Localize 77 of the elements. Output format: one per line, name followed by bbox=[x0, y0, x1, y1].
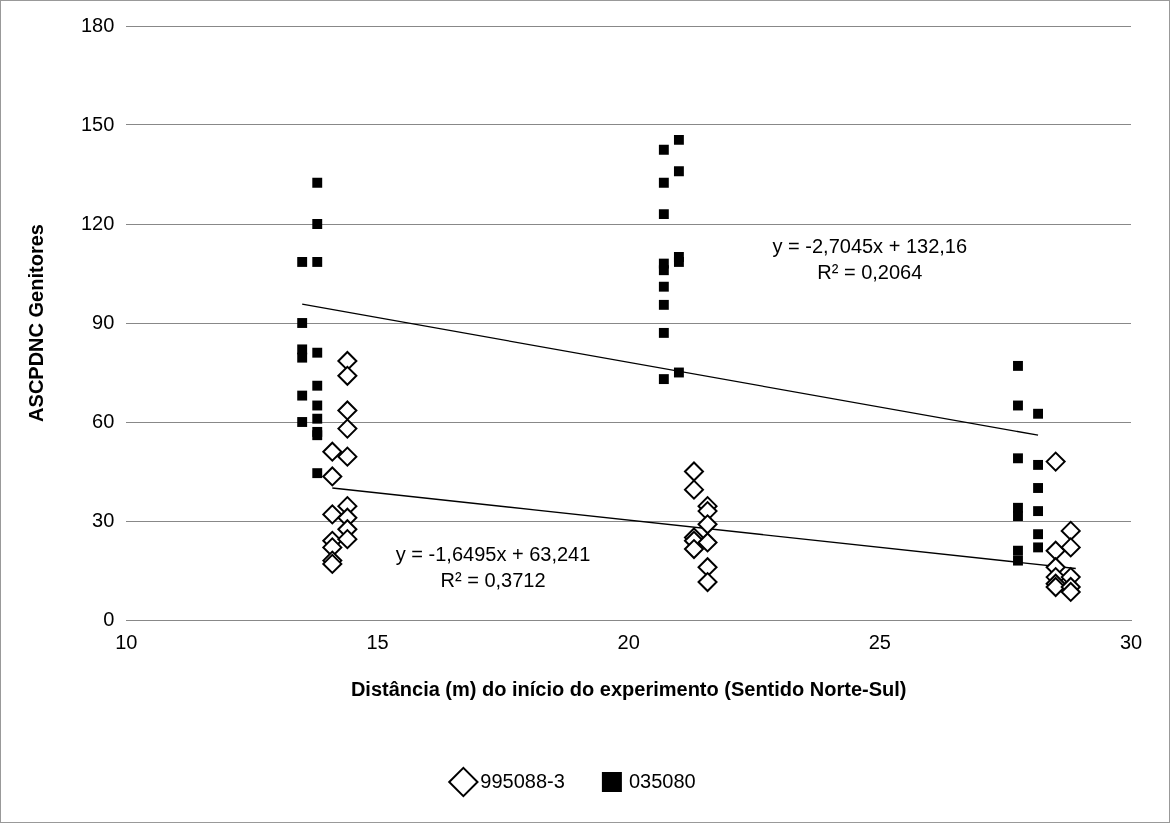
y-tick-label: 180 bbox=[80, 13, 115, 36]
point bbox=[297, 318, 308, 328]
point bbox=[1033, 529, 1044, 540]
point bbox=[1033, 506, 1044, 517]
point bbox=[337, 446, 358, 467]
point bbox=[673, 134, 684, 145]
point bbox=[658, 281, 669, 292]
point bbox=[658, 177, 669, 188]
point bbox=[312, 468, 323, 479]
point bbox=[1045, 451, 1066, 472]
point bbox=[683, 479, 704, 500]
point bbox=[337, 350, 358, 371]
point bbox=[297, 417, 308, 427]
point bbox=[658, 327, 669, 338]
point bbox=[312, 219, 323, 229]
y-tick-label: 30 bbox=[92, 508, 115, 531]
point bbox=[1013, 555, 1023, 566]
point bbox=[1013, 453, 1023, 464]
point bbox=[658, 299, 669, 310]
point bbox=[658, 209, 669, 220]
point bbox=[697, 514, 718, 535]
point bbox=[322, 441, 343, 462]
point bbox=[673, 166, 684, 177]
point bbox=[673, 257, 684, 267]
point bbox=[312, 413, 323, 424]
point bbox=[337, 529, 358, 550]
point bbox=[312, 400, 323, 411]
point bbox=[322, 504, 343, 525]
point bbox=[1060, 581, 1081, 602]
point bbox=[312, 257, 323, 267]
y-tick-label: 120 bbox=[80, 211, 115, 234]
annotation: y = -2,7045x + 132,16 R² = 0,2064 bbox=[772, 234, 968, 283]
y-tick-label: 0 bbox=[103, 607, 115, 630]
y-axis-title: ASCPDNC Genitores bbox=[24, 224, 47, 422]
legend-label: 035080 bbox=[628, 769, 696, 792]
annotation: y = -1,6495x + 63,241 R² = 0,3712 bbox=[395, 543, 591, 592]
point bbox=[312, 177, 323, 188]
point bbox=[658, 265, 669, 276]
point bbox=[697, 532, 718, 553]
point bbox=[312, 347, 323, 358]
point bbox=[297, 257, 308, 267]
legend-label: 995088-3 bbox=[480, 769, 565, 792]
point bbox=[1033, 542, 1044, 553]
point bbox=[1060, 537, 1081, 558]
y-tick-label: 150 bbox=[80, 112, 115, 135]
point bbox=[1045, 540, 1066, 561]
x-tick-label: 30 bbox=[1119, 630, 1143, 653]
y-tick-label: 60 bbox=[92, 409, 115, 432]
point bbox=[322, 466, 343, 487]
point bbox=[1033, 483, 1044, 493]
point bbox=[1033, 408, 1044, 419]
point bbox=[297, 352, 308, 363]
point bbox=[337, 400, 358, 421]
point bbox=[1013, 360, 1023, 371]
point bbox=[312, 430, 323, 441]
x-tick-label: 15 bbox=[366, 630, 389, 653]
x-tick-label: 10 bbox=[115, 630, 138, 653]
x-tick-label: 20 bbox=[617, 630, 640, 653]
point bbox=[697, 557, 718, 578]
point bbox=[1060, 520, 1081, 541]
y-tick-label: 90 bbox=[92, 310, 115, 333]
point bbox=[297, 390, 308, 401]
point bbox=[683, 461, 704, 482]
point bbox=[658, 374, 669, 385]
point bbox=[1013, 545, 1023, 556]
point bbox=[1033, 459, 1044, 470]
point bbox=[697, 572, 718, 593]
point bbox=[337, 418, 358, 439]
point bbox=[1013, 400, 1023, 411]
point bbox=[1013, 511, 1023, 521]
point bbox=[312, 380, 323, 391]
point bbox=[337, 365, 358, 386]
point bbox=[683, 539, 704, 560]
x-tick-label: 25 bbox=[868, 630, 891, 653]
x-axis-title: Distância (m) do início do experimento (Sentido Norte-Sul) bbox=[350, 677, 907, 700]
point bbox=[673, 367, 684, 378]
point bbox=[658, 144, 669, 155]
